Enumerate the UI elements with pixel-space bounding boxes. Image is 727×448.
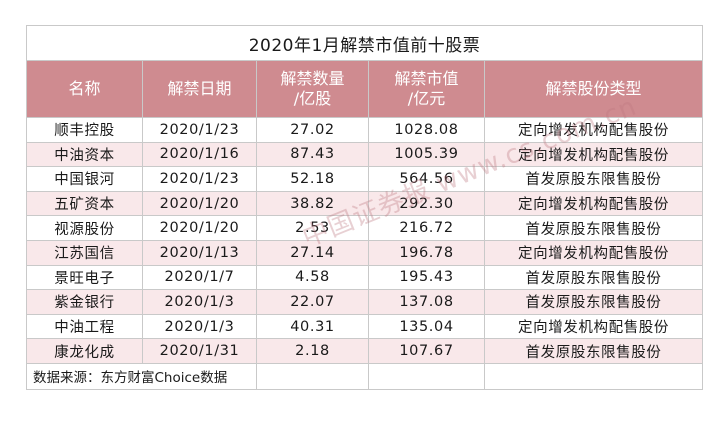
table-row: 中国银河 2020/1/23 52.18 564.56 首发原股东限售股份 [26, 166, 704, 192]
cell-qty: 4.58 [256, 264, 369, 291]
cell-name: 康龙化成 [26, 338, 143, 364]
table-row: 康龙化成 2020/1/31 2.18 107.67 首发原股东限售股份 [26, 338, 704, 364]
table-row: 景旺电子 2020/1/7 4.58 195.43 首发原股东限售股份 [26, 264, 704, 291]
cell-value: 564.56 [368, 166, 485, 192]
source-row: 数据来源：东方财富Choice数据 [26, 362, 704, 390]
lockup-expiry-table: 2020年1月解禁市值前十股票 名称 解禁日期 解禁数量 /亿股 解禁市值 /亿… [25, 25, 704, 390]
table-row: 视源股份 2020/1/20 2.53 216.72 首发原股东限售股份 [26, 215, 704, 241]
cell-type: 定向增发机构配售股份 [483, 117, 704, 143]
cell-name: 五矿资本 [26, 190, 143, 217]
table-row: 中油工程 2020/1/3 40.31 135.04 定向增发机构配售股份 [26, 313, 704, 340]
cell-type: 首发原股东限售股份 [483, 289, 704, 315]
cell-type: 定向增发机构配售股份 [483, 141, 704, 168]
cell-value: 196.78 [368, 239, 485, 266]
cell-type: 定向增发机构配售股份 [483, 239, 704, 266]
cell-value: 195.43 [368, 264, 485, 291]
cell-value: 135.04 [368, 313, 485, 340]
header-quantity-line1: 解禁数量 [280, 69, 345, 88]
table-row: 江苏国信 2020/1/13 27.14 196.78 定向增发机构配售股份 [26, 239, 704, 266]
stock-table-frame: 2020年1月解禁市值前十股票 名称 解禁日期 解禁数量 /亿股 解禁市值 /亿… [25, 25, 704, 425]
cell-name: 顺丰控股 [26, 117, 143, 143]
cell-type: 首发原股东限售股份 [483, 264, 704, 291]
source-blank-cell [256, 362, 369, 390]
cell-qty: 38.82 [256, 190, 369, 217]
cell-name: 中国银河 [26, 166, 143, 192]
cell-qty: 2.53 [256, 215, 369, 241]
cell-date: 2020/1/23 [142, 166, 257, 192]
cell-type: 首发原股东限售股份 [483, 166, 704, 192]
cell-type: 定向增发机构配售股份 [483, 190, 704, 217]
cell-qty: 22.07 [256, 289, 369, 315]
cell-date: 2020/1/13 [142, 239, 257, 266]
cell-date: 2020/1/20 [142, 215, 257, 241]
cell-value: 216.72 [368, 215, 485, 241]
table-row: 紫金银行 2020/1/3 22.07 137.08 首发原股东限售股份 [26, 289, 704, 315]
cell-qty: 87.43 [256, 141, 369, 168]
source-blank-cell [483, 362, 704, 390]
table-title-row: 2020年1月解禁市值前十股票 [25, 25, 704, 61]
cell-name: 视源股份 [26, 215, 143, 241]
header-value-line1: 解禁市值 [394, 69, 459, 88]
cell-name: 中油工程 [26, 313, 143, 340]
cell-date: 2020/1/31 [142, 338, 257, 364]
cell-date: 2020/1/20 [142, 190, 257, 217]
cell-name: 紫金银行 [26, 289, 143, 315]
cell-value: 1028.08 [368, 117, 485, 143]
cell-date: 2020/1/23 [142, 117, 257, 143]
table-title: 2020年1月解禁市值前十股票 [25, 25, 704, 61]
cell-value: 292.30 [368, 190, 485, 217]
cell-date: 2020/1/3 [142, 289, 257, 315]
source-blank-cell [368, 362, 485, 390]
table-row: 中油资本 2020/1/16 87.43 1005.39 定向增发机构配售股份 [26, 141, 704, 168]
header-quantity: 解禁数量 /亿股 [256, 60, 369, 118]
source-note: 数据来源：东方财富Choice数据 [26, 362, 257, 390]
table-body: 顺丰控股 2020/1/23 27.02 1028.08 定向增发机构配售股份 中油资本 2… [26, 117, 704, 364]
table-header-row: 名称 解禁日期 解禁数量 /亿股 解禁市值 /亿元 解禁股份类型 [26, 60, 704, 118]
cell-qty: 27.14 [256, 239, 369, 266]
cell-name: 江苏国信 [26, 239, 143, 266]
cell-date: 2020/1/3 [142, 313, 257, 340]
cell-name: 中油资本 [26, 141, 143, 168]
table-row: 顺丰控股 2020/1/23 27.02 1028.08 定向增发机构配售股份 [26, 117, 704, 143]
cell-type: 首发原股东限售股份 [483, 338, 704, 364]
cell-date: 2020/1/7 [142, 264, 257, 291]
cell-value: 1005.39 [368, 141, 485, 168]
cell-type: 首发原股东限售股份 [483, 215, 704, 241]
cell-value: 107.67 [368, 338, 485, 364]
table-row: 五矿资本 2020/1/20 38.82 292.30 定向增发机构配售股份 [26, 190, 704, 217]
cell-date: 2020/1/16 [142, 141, 257, 168]
header-value-line2: /亿元 [407, 89, 446, 108]
header-quantity-line2: /亿股 [293, 89, 332, 108]
cell-type: 定向增发机构配售股份 [483, 313, 704, 340]
cell-qty: 27.02 [256, 117, 369, 143]
cell-value: 137.08 [368, 289, 485, 315]
header-date: 解禁日期 [142, 60, 257, 118]
header-value: 解禁市值 /亿元 [368, 60, 485, 118]
cell-name: 景旺电子 [26, 264, 143, 291]
cell-qty: 2.18 [256, 338, 369, 364]
cell-qty: 52.18 [256, 166, 369, 192]
cell-qty: 40.31 [256, 313, 369, 340]
header-type: 解禁股份类型 [483, 60, 704, 118]
header-name: 名称 [26, 60, 143, 118]
